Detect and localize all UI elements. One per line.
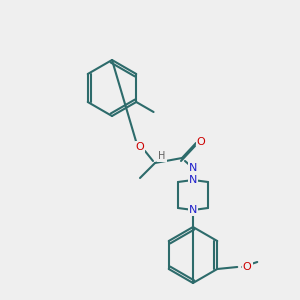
Text: O: O [243,262,252,272]
Text: N: N [189,163,197,173]
Text: H: H [158,151,166,161]
Text: N: N [189,205,197,215]
Text: O: O [196,137,206,147]
Text: O: O [136,142,144,152]
Text: N: N [189,175,197,185]
